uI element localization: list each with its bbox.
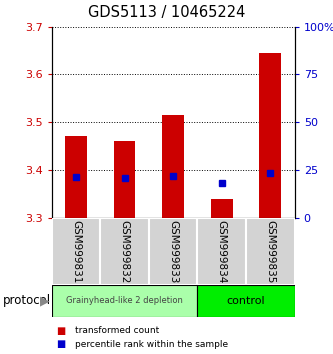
Text: ■: ■ (57, 339, 66, 349)
Text: percentile rank within the sample: percentile rank within the sample (75, 339, 228, 349)
Text: Grainyhead-like 2 depletion: Grainyhead-like 2 depletion (66, 296, 183, 306)
Text: control: control (227, 296, 265, 306)
Text: GSM999835: GSM999835 (265, 219, 275, 283)
Text: GDS5113 / 10465224: GDS5113 / 10465224 (88, 5, 245, 20)
Text: GSM999831: GSM999831 (71, 219, 81, 283)
Bar (246, 218, 295, 285)
Text: transformed count: transformed count (75, 326, 159, 335)
Bar (65, 136, 87, 218)
Bar (100, 218, 149, 285)
Bar (162, 115, 184, 218)
Text: ▶: ▶ (40, 295, 50, 307)
Text: ■: ■ (57, 326, 66, 336)
Bar (114, 141, 136, 218)
Bar (52, 218, 100, 285)
Text: GSM999832: GSM999832 (120, 219, 130, 283)
Bar (197, 218, 246, 285)
Bar (259, 53, 281, 218)
Text: GSM999833: GSM999833 (168, 219, 178, 283)
Bar (197, 285, 295, 317)
Text: protocol: protocol (3, 295, 52, 307)
Bar (211, 199, 233, 218)
Bar (52, 285, 197, 317)
Text: GSM999834: GSM999834 (217, 219, 227, 283)
Bar (149, 218, 197, 285)
